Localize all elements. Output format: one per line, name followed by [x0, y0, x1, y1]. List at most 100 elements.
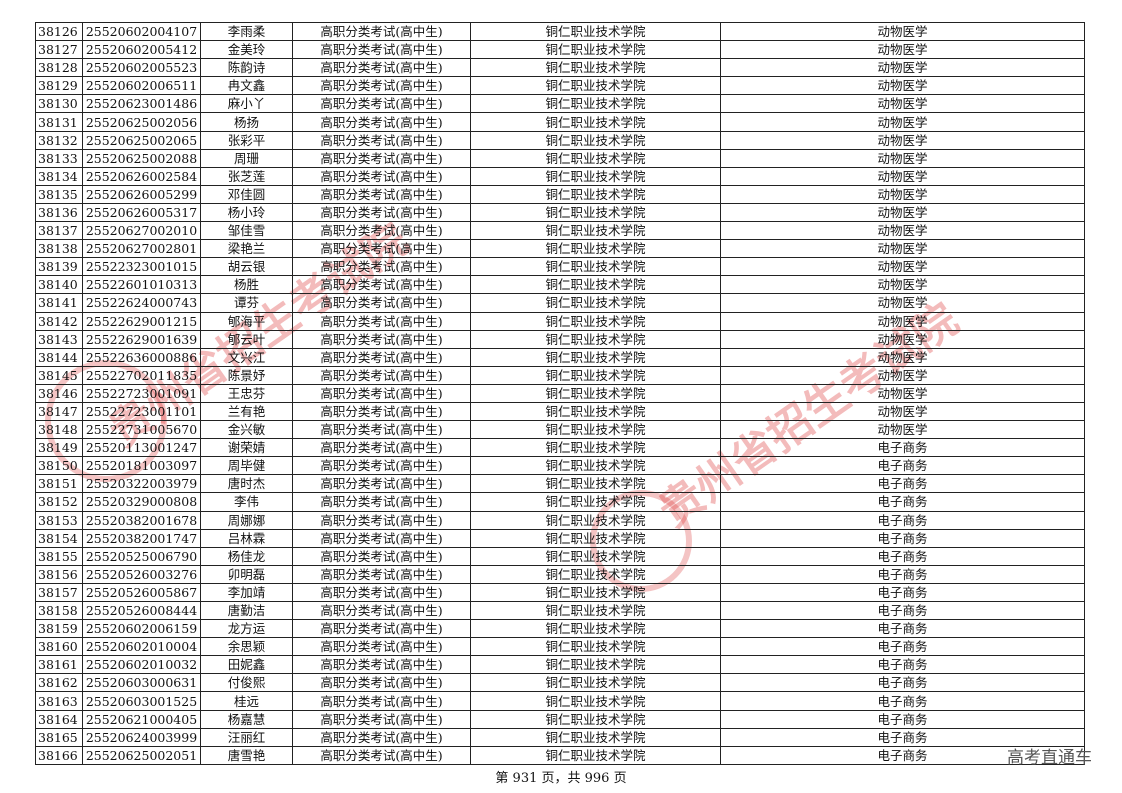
name-cell: 郇海平 — [200, 311, 293, 331]
exam-type-cell: 高职分类考试(高中生) — [292, 600, 471, 621]
seq-cell: 38161 — [35, 655, 83, 675]
name-cell: 李加靖 — [200, 582, 293, 603]
table-row: 38144 25522636000886 文兴江 高职分类考试(高中生) 铜仁职业技术学… — [35, 347, 1085, 367]
exam-id-cell: 25522601010313 — [82, 275, 201, 295]
seq-cell: 38155 — [35, 546, 83, 566]
seq-cell: 38165 — [35, 727, 83, 747]
name-cell: 麻小丫 — [200, 94, 293, 114]
table-row: 38153 25520382001678 周娜娜 高职分类考试(高中生) 铜仁职业技术学… — [35, 510, 1085, 530]
table-row: 38132 25520625002065 张彩平 高职分类考试(高中生) 铜仁职业技术学… — [35, 130, 1085, 150]
school-cell: 铜仁职业技术学院 — [470, 365, 721, 385]
major-cell: 电子商务 — [720, 510, 1085, 530]
school-cell: 铜仁职业技术学院 — [470, 474, 721, 494]
exam-type-cell: 高职分类考试(高中生) — [292, 528, 471, 548]
table-row: 38166 25520625002051 唐雪艳 高职分类考试(高中生) 铜仁职业技术学… — [35, 745, 1085, 765]
table-row: 38135 25520626005299 邓佳圆 高职分类考试(高中生) 铜仁职业技术学… — [35, 184, 1085, 204]
seq-cell: 38154 — [35, 528, 83, 548]
table-row: 38134 25520626002584 张芝莲 高职分类考试(高中生) 铜仁职业技术学… — [35, 166, 1085, 186]
exam-type-cell: 高职分类考试(高中生) — [292, 709, 471, 729]
exam-id-cell: 25522731005670 — [82, 420, 201, 440]
school-cell: 铜仁职业技术学院 — [470, 221, 721, 241]
name-cell: 李雨柔 — [200, 21, 293, 42]
major-cell: 电子商务 — [720, 709, 1085, 729]
exam-type-cell: 高职分类考试(高中生) — [292, 221, 471, 241]
major-cell: 电子商务 — [720, 655, 1085, 675]
school-cell: 铜仁职业技术学院 — [470, 438, 721, 458]
name-cell: 文兴江 — [200, 347, 293, 367]
school-cell: 铜仁职业技术学院 — [470, 347, 721, 367]
exam-type-cell: 高职分类考试(高中生) — [292, 112, 471, 132]
table-row: 38141 25522624000743 谭芬 高职分类考试(高中生) 铜仁职业技术学院… — [35, 293, 1085, 313]
major-cell: 电子商务 — [720, 546, 1085, 566]
table-row: 38147 25522723001101 兰有艳 高职分类考试(高中生) 铜仁职业技术学… — [35, 401, 1085, 422]
seq-cell: 38149 — [35, 438, 83, 458]
table-row: 38157 25520526005867 李加靖 高职分类考试(高中生) 铜仁职业技术学… — [35, 582, 1085, 603]
school-cell: 铜仁职业技术学院 — [470, 637, 721, 657]
table-row: 38146 25522723001091 王忠芬 高职分类考试(高中生) 铜仁职业技术学… — [35, 383, 1085, 403]
school-cell: 铜仁职业技术学院 — [470, 492, 721, 512]
name-cell: 杨小玲 — [200, 202, 293, 223]
exam-type-cell: 高职分类考试(高中生) — [292, 582, 471, 603]
seq-cell: 38147 — [35, 401, 83, 422]
exam-type-cell: 高职分类考试(高中生) — [292, 347, 471, 367]
name-cell: 胡云银 — [200, 257, 293, 277]
exam-id-cell: 25520526003276 — [82, 564, 201, 584]
school-cell: 铜仁职业技术学院 — [470, 311, 721, 331]
table-row: 38140 25522601010313 杨胜 高职分类考试(高中生) 铜仁职业技术学院… — [35, 275, 1085, 295]
school-cell: 铜仁职业技术学院 — [470, 293, 721, 313]
name-cell: 陈韵诗 — [200, 58, 293, 78]
school-cell: 铜仁职业技术学院 — [470, 456, 721, 476]
table-row: 38127 25520602005412 金美玲 高职分类考试(高中生) 铜仁职业技术学… — [35, 40, 1085, 60]
school-cell: 铜仁职业技术学院 — [470, 600, 721, 621]
name-cell: 周珊 — [200, 148, 293, 168]
table-row: 38130 25520623001486 麻小丫 高职分类考试(高中生) 铜仁职业技术学… — [35, 94, 1085, 114]
major-cell: 动物医学 — [720, 40, 1085, 60]
seq-cell: 38151 — [35, 474, 83, 494]
table-row: 38164 25520621000405 杨嘉慧 高职分类考试(高中生) 铜仁职业技术学… — [35, 709, 1085, 729]
major-cell: 电子商务 — [720, 637, 1085, 657]
brand-logo-text: 高考直通车 — [1007, 748, 1092, 768]
exam-id-cell: 25520602010004 — [82, 637, 201, 657]
school-cell: 铜仁职业技术学院 — [470, 21, 721, 42]
major-cell: 电子商务 — [720, 673, 1085, 693]
name-cell: 梁艳兰 — [200, 239, 293, 259]
major-cell: 电子商务 — [720, 619, 1085, 639]
seq-cell: 38133 — [35, 148, 83, 168]
exam-type-cell: 高职分类考试(高中生) — [292, 148, 471, 168]
major-cell: 动物医学 — [720, 21, 1085, 42]
exam-id-cell: 25520625002088 — [82, 148, 201, 168]
school-cell: 铜仁职业技术学院 — [470, 202, 721, 223]
exam-id-cell: 25520627002010 — [82, 221, 201, 241]
table-row: 38145 25522702011835 陈景妤 高职分类考试(高中生) 铜仁职业技术学… — [35, 365, 1085, 385]
name-cell: 龙方运 — [200, 619, 293, 639]
table-row: 38161 25520602010032 田妮鑫 高职分类考试(高中生) 铜仁职业技术学… — [35, 655, 1085, 675]
table-row: 38133 25520625002088 周珊 高职分类考试(高中生) 铜仁职业技术学院… — [35, 148, 1085, 168]
table-row: 38136 25520626005317 杨小玲 高职分类考试(高中生) 铜仁职业技术学… — [35, 202, 1085, 223]
name-cell: 周毕健 — [200, 456, 293, 476]
exam-id-cell: 25520621000405 — [82, 709, 201, 729]
exam-id-cell: 25522702011835 — [82, 365, 201, 385]
table-row: 38126 25520602004107 李雨柔 高职分类考试(高中生) 铜仁职业技术学… — [35, 21, 1085, 42]
seq-cell: 38164 — [35, 709, 83, 729]
exam-id-cell: 25520623001486 — [82, 94, 201, 114]
name-cell: 吕林霖 — [200, 528, 293, 548]
name-cell: 郇云叶 — [200, 329, 293, 349]
exam-id-cell: 25520626005299 — [82, 184, 201, 204]
exam-id-cell: 25520113001247 — [82, 438, 201, 458]
name-cell: 卯明磊 — [200, 564, 293, 584]
major-cell: 动物医学 — [720, 311, 1085, 331]
exam-id-cell: 25520625002056 — [82, 112, 201, 132]
table-row: 38162 25520603000631 付俊熙 高职分类考试(高中生) 铜仁职业技术学… — [35, 673, 1085, 693]
seq-cell: 38157 — [35, 582, 83, 603]
name-cell: 兰有艳 — [200, 401, 293, 422]
seq-cell: 38153 — [35, 510, 83, 530]
exam-id-cell: 25520625002051 — [82, 745, 201, 765]
seq-cell: 38131 — [35, 112, 83, 132]
school-cell: 铜仁职业技术学院 — [470, 112, 721, 132]
exam-id-cell: 25522636000886 — [82, 347, 201, 367]
major-cell: 电子商务 — [720, 691, 1085, 711]
exam-id-cell: 25520382001678 — [82, 510, 201, 530]
major-cell: 动物医学 — [720, 221, 1085, 241]
table-row: 38131 25520625002056 杨扬 高职分类考试(高中生) 铜仁职业技术学院… — [35, 112, 1085, 132]
seq-cell: 38148 — [35, 420, 83, 440]
